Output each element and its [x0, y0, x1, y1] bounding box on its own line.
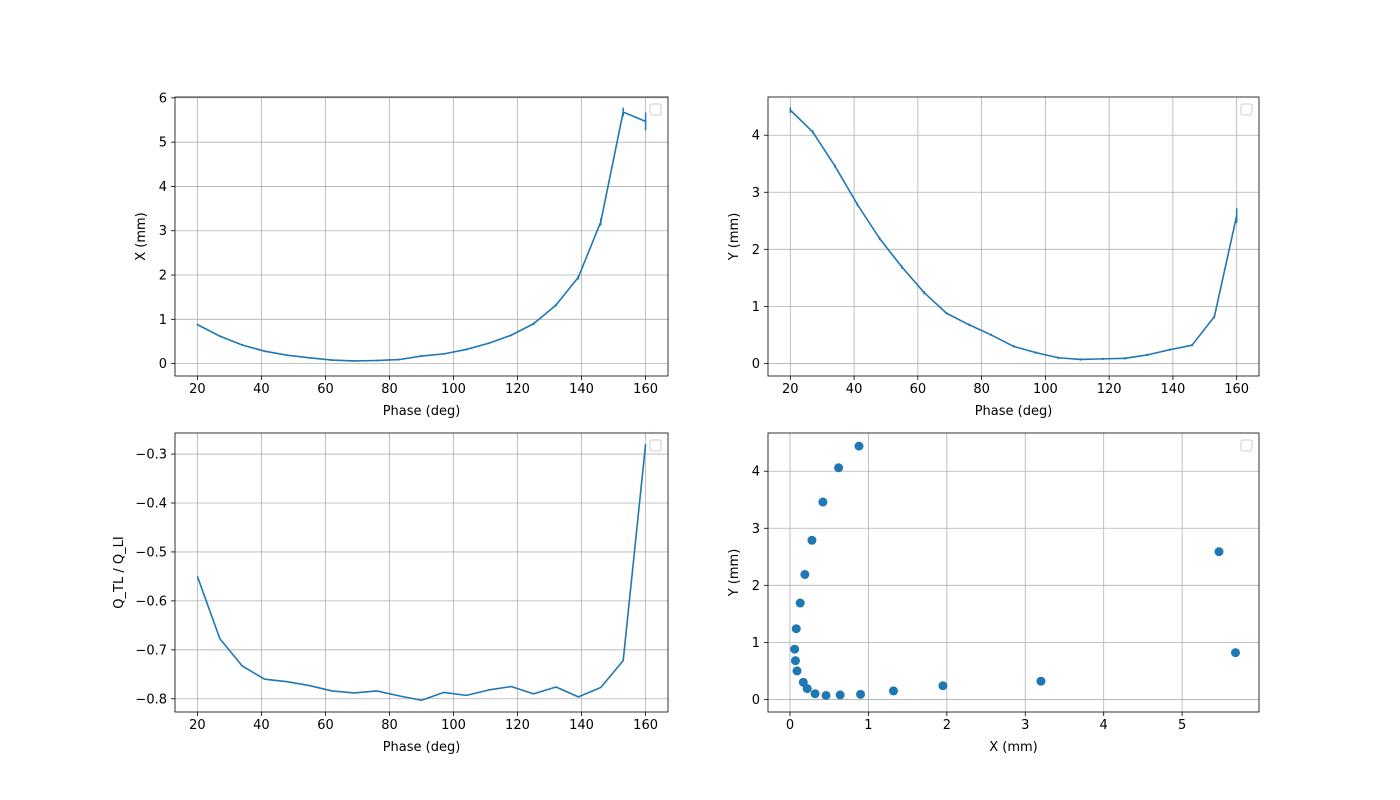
y-axis-label: Y (mm) — [727, 549, 742, 598]
x-axis-label: Phase (deg) — [975, 404, 1053, 419]
x-tick-label: 80 — [381, 718, 398, 733]
y-tick-label: 1 — [159, 313, 167, 328]
x-tick-label: 60 — [910, 382, 927, 397]
x-tick-label: 40 — [846, 382, 863, 397]
axes-frame — [174, 432, 669, 713]
legend-box — [1240, 439, 1253, 452]
scatter-point — [792, 666, 802, 676]
x-tick-label: 0 — [786, 718, 794, 733]
y-tick-label: 5 — [159, 136, 167, 151]
y-tick-label: 2 — [752, 579, 760, 594]
y-tick-label: 4 — [159, 180, 167, 195]
y-tick-label: 1 — [752, 636, 760, 651]
series-line — [789, 109, 1238, 361]
y-tick-label: −0.8 — [135, 692, 167, 707]
x-tick-label: 160 — [633, 382, 658, 397]
y-tick-label: 2 — [159, 269, 167, 284]
x-axis-label: Phase (deg) — [383, 404, 461, 419]
x-tick-label: 120 — [505, 382, 530, 397]
scatter-point — [790, 656, 800, 666]
scatter-point — [835, 690, 845, 700]
legend-box — [649, 439, 662, 452]
x-tick-label: 160 — [1224, 382, 1249, 397]
scatter-point — [938, 681, 948, 691]
scatter-point — [854, 441, 864, 451]
y-tick-label: −0.6 — [135, 594, 167, 609]
scatter-point — [856, 689, 866, 699]
subplot-2: 20 40 60 80 100 120 140 160 0 1 2 3 4 Phase (deg) Y (m… — [727, 96, 1260, 419]
subplot-4: 0 1 2 3 4 5 0 1 2 3 4 X (mm) Y (mm) — [727, 432, 1260, 755]
x-tick-label: 140 — [1161, 382, 1186, 397]
scatter-point — [810, 689, 820, 699]
y-tick-label: 4 — [752, 129, 760, 144]
x-tick-label: 160 — [633, 718, 658, 733]
x-tick-label: 20 — [189, 382, 206, 397]
scatter-point — [888, 686, 898, 696]
x-tick-label: 5 — [1178, 718, 1186, 733]
y-tick-label: 0 — [752, 693, 760, 708]
y-axis-label: X (mm) — [134, 212, 149, 261]
y-axis-label: Q_TL / Q_LI — [112, 536, 127, 608]
scatter-point — [802, 684, 812, 694]
y-axis-label: Y (mm) — [727, 213, 742, 262]
x-tick-label: 140 — [569, 382, 594, 397]
scatter-point — [800, 569, 810, 579]
y-tick-label: 3 — [752, 522, 760, 537]
scatter-point — [790, 644, 800, 654]
x-tick-label: 4 — [1100, 718, 1108, 733]
y-tick-label: −0.4 — [135, 496, 167, 511]
scatter-point — [1230, 648, 1240, 658]
scatter-point — [834, 463, 844, 473]
x-tick-label: 1 — [864, 718, 872, 733]
y-tick-label: 2 — [752, 243, 760, 258]
scatter-point — [818, 497, 828, 507]
axes-frame — [767, 96, 1260, 377]
x-tick-label: 100 — [441, 718, 466, 733]
scatter-point — [1214, 547, 1224, 557]
x-tick-label: 40 — [253, 718, 270, 733]
x-tick-label: 80 — [973, 382, 990, 397]
axes-frame — [767, 432, 1260, 713]
x-tick-label: 120 — [1097, 382, 1122, 397]
y-tick-label: −0.3 — [135, 448, 167, 463]
scatter-point — [795, 598, 805, 608]
x-tick-label: 20 — [189, 718, 206, 733]
y-tick-label: −0.7 — [135, 643, 167, 658]
y-tick-label: 6 — [159, 91, 167, 106]
x-tick-label: 100 — [441, 382, 466, 397]
subplot-3: 20 40 60 80 100 120 140 160 −0.3 −0.4 −0.5 −0.6 −0.7… — [112, 432, 669, 755]
x-tick-label: 20 — [782, 382, 799, 397]
scatter-point — [807, 535, 817, 545]
legend-box — [649, 103, 662, 116]
x-tick-label: 40 — [253, 382, 270, 397]
y-tick-label: 0 — [752, 357, 760, 372]
y-tick-label: 3 — [159, 224, 167, 239]
x-tick-label: 60 — [317, 382, 334, 397]
x-tick-label: 2 — [943, 718, 951, 733]
legend-box — [1240, 103, 1253, 116]
x-axis-label: X (mm) — [989, 740, 1038, 755]
y-tick-label: 0 — [159, 357, 167, 372]
series-line — [197, 111, 646, 362]
y-tick-label: 3 — [752, 186, 760, 201]
x-tick-label: 80 — [381, 382, 398, 397]
x-tick-label: 140 — [569, 718, 594, 733]
x-tick-label: 100 — [1033, 382, 1058, 397]
y-tick-label: −0.5 — [135, 545, 167, 560]
x-tick-label: 120 — [505, 718, 530, 733]
series-line — [196, 444, 647, 702]
scatter-point — [821, 690, 831, 700]
y-tick-label: 4 — [752, 465, 760, 480]
subplot-1: 20 40 60 80 100 120 140 160 0 1 2 3 4 5 6 Phase (deg) X … — [134, 91, 669, 419]
x-tick-label: 60 — [317, 718, 334, 733]
y-tick-label: 1 — [752, 300, 760, 315]
x-tick-label: 3 — [1021, 718, 1029, 733]
scatter-point — [791, 624, 801, 634]
axes-frame — [174, 96, 669, 377]
x-axis-label: Phase (deg) — [383, 740, 461, 755]
scatter-point — [1036, 676, 1046, 686]
